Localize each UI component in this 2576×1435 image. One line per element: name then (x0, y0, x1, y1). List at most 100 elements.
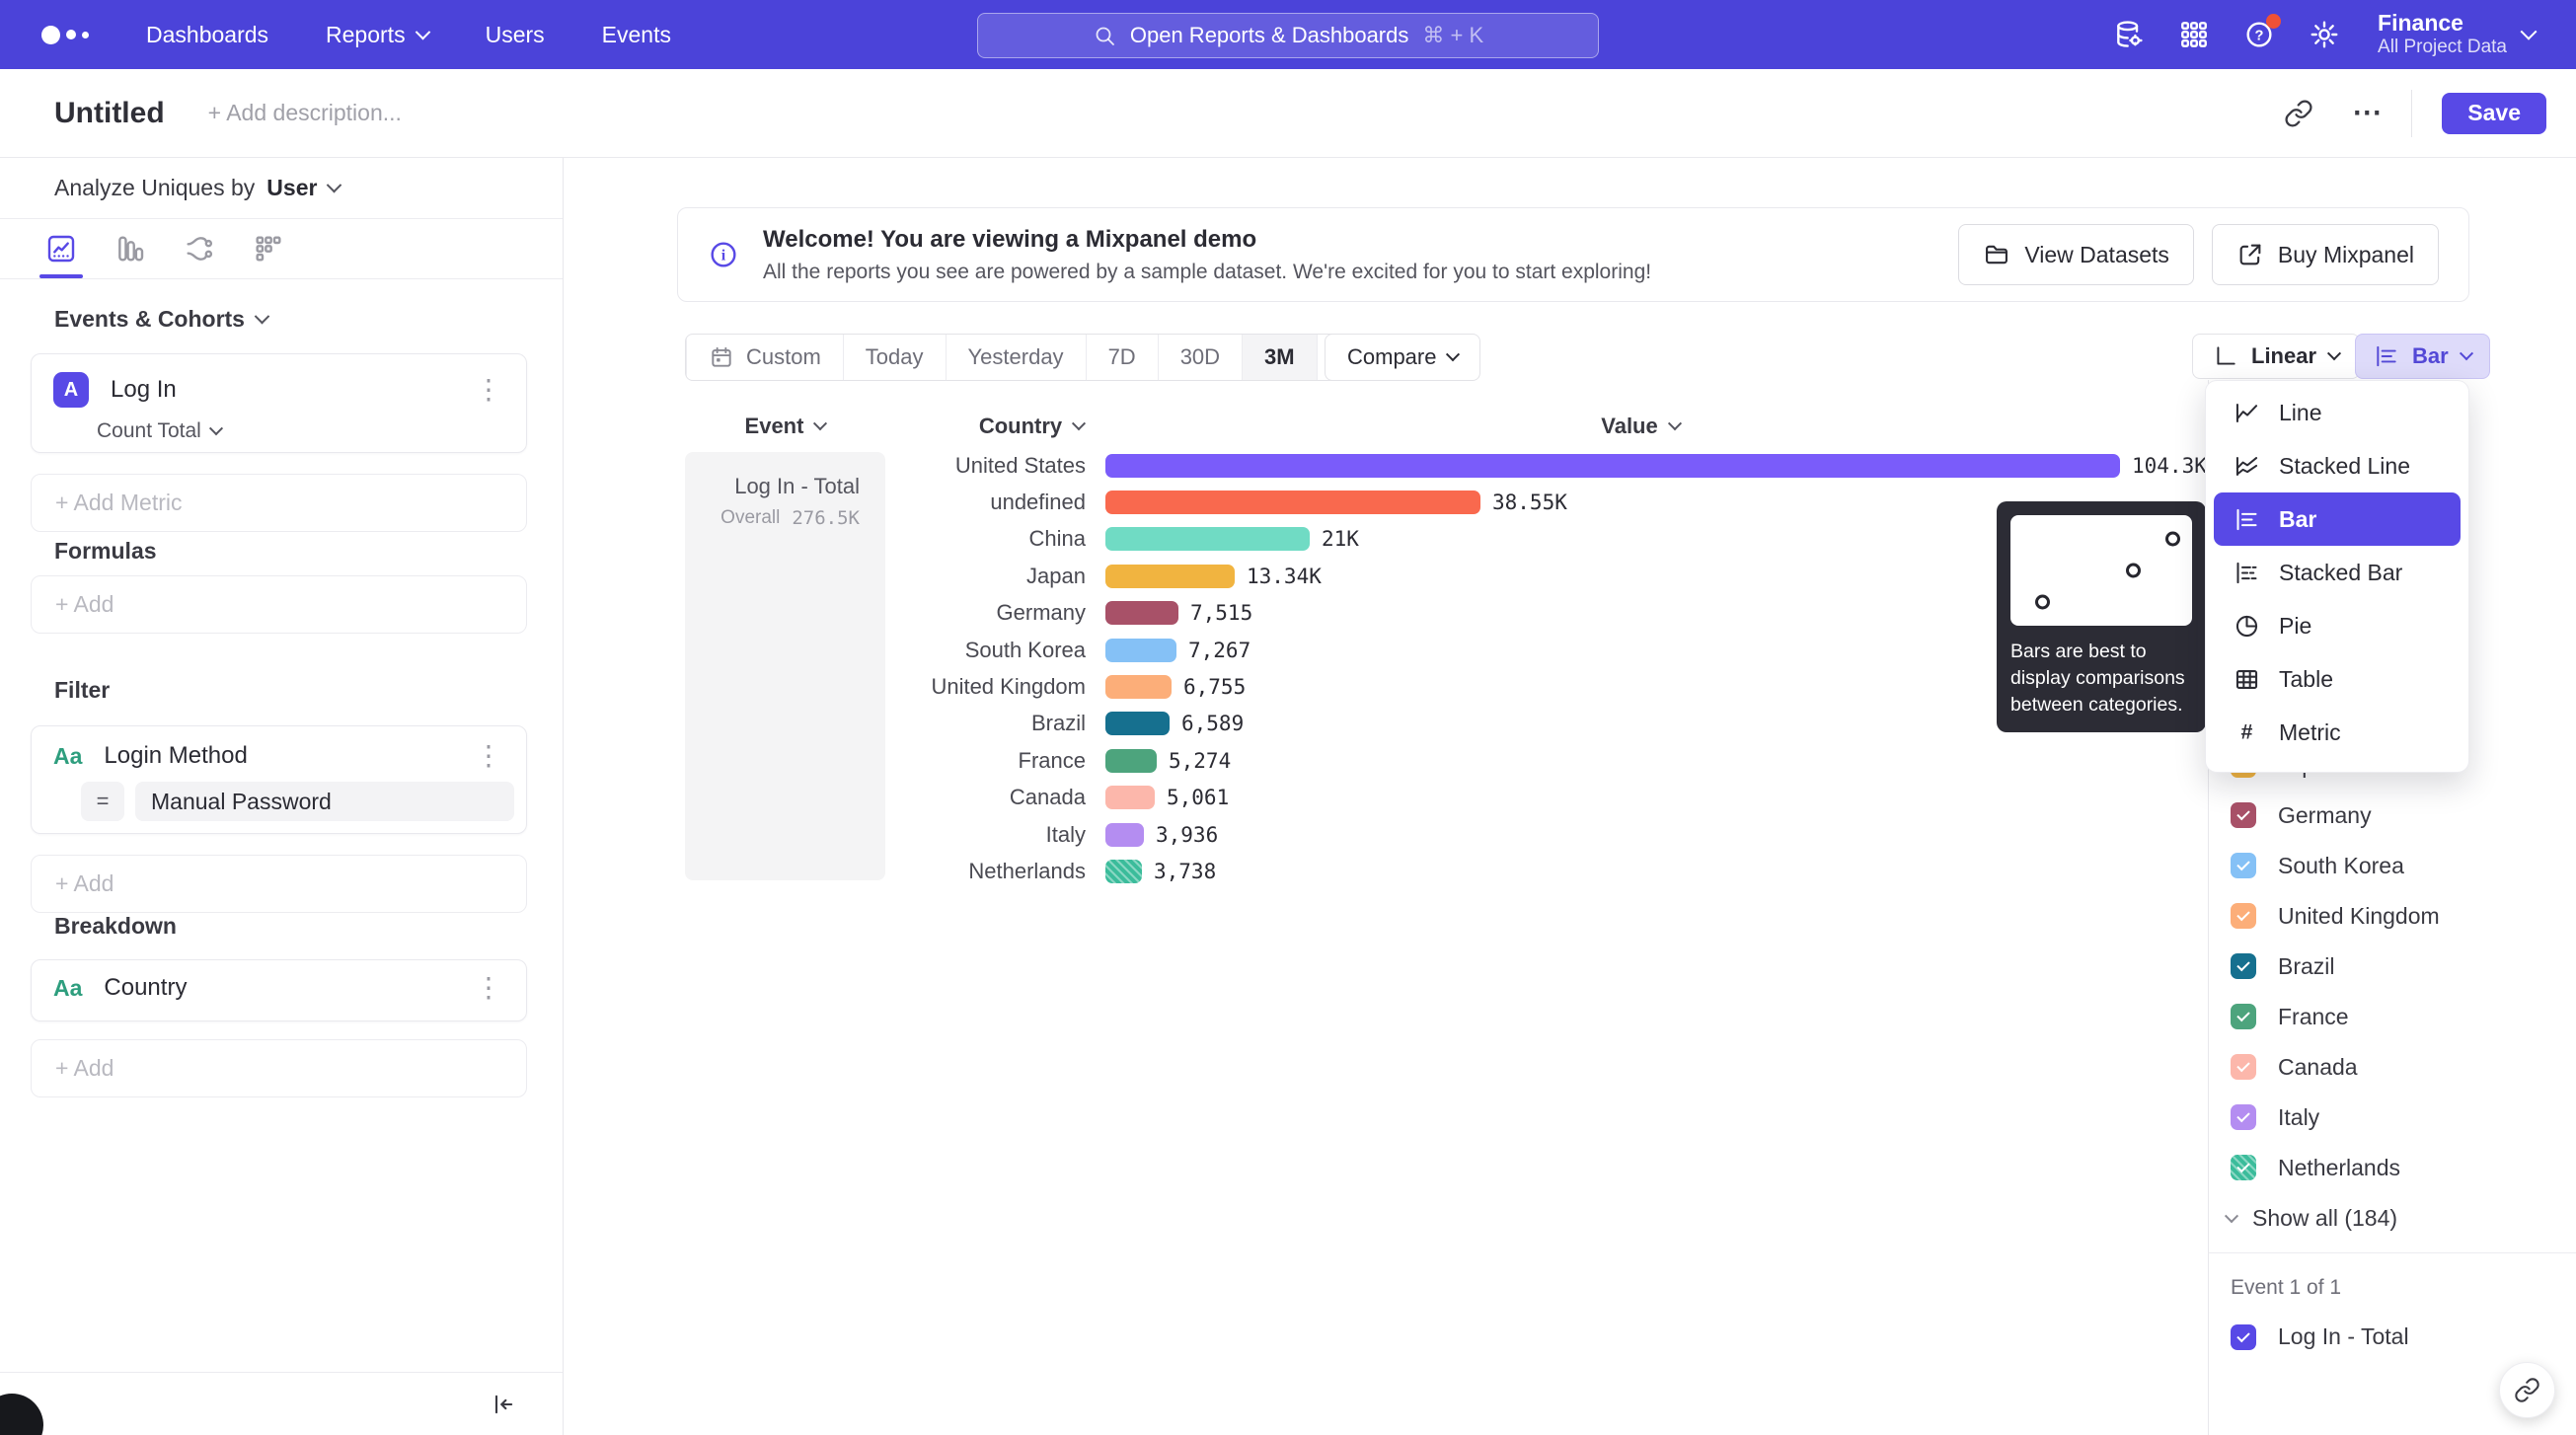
legend-item[interactable]: Italy (2231, 1104, 2566, 1130)
column-header-country[interactable]: Country (933, 411, 1130, 442)
date-range-option[interactable]: Today (842, 335, 946, 380)
chart-type-option[interactable]: Stacked Bar (2214, 546, 2461, 599)
date-range-option[interactable]: Yesterday (945, 335, 1086, 380)
analyze-entity-selector[interactable]: User (266, 175, 318, 200)
legend-item[interactable]: Brazil (2231, 953, 2566, 979)
chart-type-option[interactable]: Bar (2214, 492, 2461, 546)
date-range-option[interactable]: 3M (1242, 335, 1317, 380)
mixpanel-logo-icon[interactable] (41, 25, 89, 44)
column-header-value[interactable]: Value (1542, 411, 1739, 442)
metric-card-log-in[interactable]: A Log In Count Total (31, 353, 527, 453)
event-name[interactable]: Log In (111, 376, 177, 403)
help-icon[interactable]: ? (2241, 13, 2282, 52)
bar-segment[interactable] (1105, 453, 2120, 478)
view-datasets-button[interactable]: View Datasets (1958, 224, 2194, 285)
legend-item[interactable]: Netherlands (2231, 1155, 2566, 1180)
chevron-down-icon (415, 24, 430, 39)
tab-retention[interactable] (243, 219, 294, 278)
chart-type-option[interactable]: Line (2214, 386, 2461, 439)
kebab-menu-icon[interactable] (475, 974, 502, 1002)
bar-segment[interactable] (1105, 601, 1178, 626)
event-summary-card[interactable]: Log In - Total Overall 276.5K (685, 452, 885, 880)
legend-checkbox[interactable] (2231, 1104, 2256, 1130)
collapse-sidebar-icon[interactable] (486, 1387, 521, 1422)
kebab-menu-icon[interactable] (475, 376, 502, 404)
legend-checkbox[interactable] (2231, 953, 2256, 979)
bar-segment[interactable] (1105, 491, 1480, 515)
bar-segment[interactable] (1105, 748, 1157, 773)
bar-segment[interactable] (1105, 564, 1235, 588)
chart-type-option[interactable]: Stacked Line (2214, 439, 2461, 492)
bar-segment[interactable] (1105, 786, 1155, 810)
legend-checkbox[interactable] (2231, 853, 2256, 878)
add-filter-button[interactable]: + Add (31, 855, 527, 913)
top-nav-item[interactable]: Events (602, 22, 671, 48)
top-nav-item[interactable]: Reports (326, 22, 430, 48)
buy-mixpanel-button[interactable]: Buy Mixpanel (2211, 224, 2439, 285)
apps-grid-icon[interactable] (2176, 17, 2212, 52)
date-range-option[interactable]: Custom (686, 335, 843, 380)
bar-segment[interactable] (1105, 675, 1172, 700)
bar-segment[interactable] (1105, 527, 1310, 552)
top-nav-item[interactable]: Dashboards (146, 22, 268, 48)
country-label: Canada (1009, 785, 1086, 810)
filter-operator-chip[interactable]: = (81, 782, 124, 821)
add-formula-button[interactable]: + Add (31, 575, 527, 634)
chart-type-option[interactable]: Table (2214, 652, 2461, 706)
copy-link-icon[interactable] (2279, 94, 2318, 133)
save-button[interactable]: Save (2442, 92, 2546, 134)
add-description-field[interactable]: + Add description... (207, 100, 402, 125)
date-range-option[interactable]: 7D (1085, 335, 1158, 380)
filter-value-chip[interactable]: Manual Password (135, 782, 514, 821)
show-all-toggle[interactable]: Show all (184) (2224, 1205, 2397, 1232)
chart-type-option[interactable]: Pie (2214, 599, 2461, 652)
tab-insights[interactable] (36, 219, 87, 278)
legend-checkbox[interactable] (2231, 1004, 2256, 1029)
more-options-icon[interactable] (2352, 96, 2382, 130)
tab-funnels[interactable] (105, 219, 156, 278)
add-breakdown-button[interactable]: + Add (31, 1039, 527, 1097)
bar-chart-row: Japan 13.34K (564, 558, 2576, 594)
aggregation-selector[interactable]: Count Total (97, 419, 526, 443)
legend-event-checkbox[interactable] (2231, 1323, 2256, 1350)
legend-item[interactable]: France (2231, 1004, 2566, 1029)
date-range-option[interactable]: 30D (1157, 335, 1242, 380)
bar-segment[interactable] (1105, 712, 1170, 736)
compare-button[interactable]: Compare (1325, 334, 1481, 381)
breakdown-property-name[interactable]: Country (104, 974, 188, 1001)
legend-event-item[interactable]: Log In - Total (2231, 1323, 2409, 1350)
bar-segment[interactable] (1105, 638, 1176, 662)
share-link-button[interactable] (2499, 1362, 2555, 1418)
column-header-event[interactable]: Event (685, 411, 885, 442)
global-search[interactable]: Open Reports & Dashboards ⌘ + K (977, 13, 1599, 58)
kebab-menu-icon[interactable] (475, 742, 502, 770)
bar-chart-rows: United States 104.3K undefined 38.55K Ch… (564, 447, 2576, 890)
chart-type-button[interactable]: Bar (2355, 334, 2490, 379)
legend-checkbox[interactable] (2231, 1155, 2256, 1180)
breakdown-card-country[interactable]: Aa Country (31, 959, 527, 1021)
legend-item[interactable]: Germany (2231, 802, 2566, 828)
filter-property-name[interactable]: Login Method (104, 742, 248, 769)
scale-selector-button[interactable]: Linear (2192, 334, 2361, 379)
legend-checkbox[interactable] (2231, 802, 2256, 828)
filter-card-login-method[interactable]: Aa Login Method = Manual Password (31, 725, 527, 834)
legend-checkbox[interactable] (2231, 903, 2256, 929)
check-icon (2236, 1159, 2250, 1173)
project-switcher[interactable]: Finance All Project Data (2378, 10, 2538, 59)
add-metric-button[interactable]: + Add Metric (31, 474, 527, 532)
top-nav-item[interactable]: Users (486, 22, 545, 48)
settings-gear-icon[interactable] (2307, 17, 2342, 52)
bar-segment[interactable] (1105, 822, 1144, 847)
events-cohorts-section-header[interactable]: Events & Cohorts (54, 306, 270, 333)
event-letter-badge: A (53, 372, 89, 408)
legend-item[interactable]: United Kingdom (2231, 903, 2566, 929)
check-icon (2236, 907, 2250, 922)
legend-checkbox[interactable] (2231, 1054, 2256, 1080)
legend-item[interactable]: Canada (2231, 1054, 2566, 1080)
bar-segment[interactable] (1105, 859, 1142, 883)
tab-flows[interactable] (174, 219, 225, 278)
legend-item[interactable]: South Korea (2231, 853, 2566, 878)
report-title[interactable]: Untitled (54, 96, 165, 129)
data-management-icon[interactable] (2111, 17, 2147, 52)
chart-type-option[interactable]: # Metric (2214, 706, 2461, 759)
